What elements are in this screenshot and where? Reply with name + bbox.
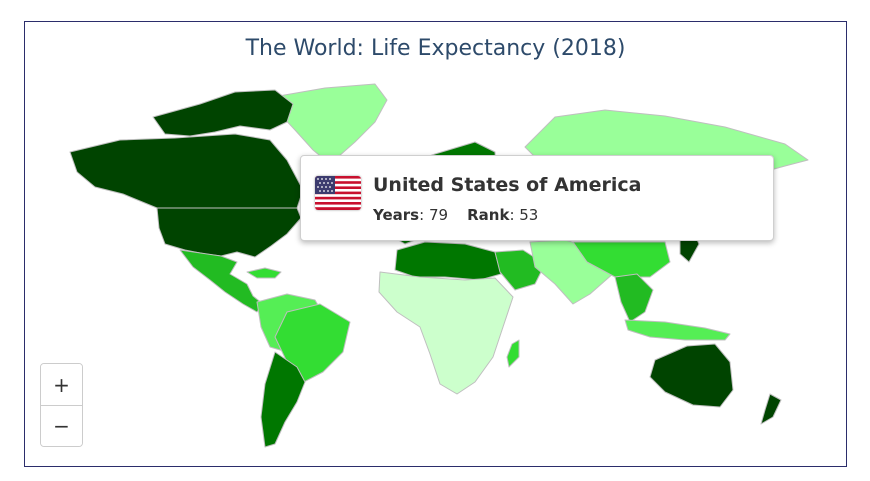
rank-label: Rank (467, 206, 510, 224)
region-brazil[interactable] (274, 303, 351, 385)
years-value: 79 (428, 206, 449, 224)
zoom-control: + − (40, 363, 83, 447)
region-new-zealand[interactable] (760, 393, 782, 425)
region-indonesia[interactable] (624, 319, 731, 341)
region-mexico[interactable] (179, 249, 264, 313)
map-container: The World: Life Expectancy (2018) (24, 21, 847, 467)
region-china[interactable] (572, 241, 671, 278)
region-greenland[interactable] (272, 83, 388, 165)
region-caribbean[interactable] (246, 267, 282, 279)
tooltip-stats: Years: 79 Rank: 53 (373, 206, 539, 224)
region-north-africa[interactable] (394, 241, 502, 281)
map-title: The World: Life Expectancy (2018) (245, 36, 626, 61)
tooltip-country-name: United States of America (373, 174, 642, 196)
region-canada-islands[interactable] (152, 89, 294, 137)
world-map[interactable] (25, 22, 847, 467)
region-argentina[interactable] (260, 351, 306, 448)
region-united-states[interactable] (156, 207, 302, 258)
region-canada[interactable] (69, 133, 304, 209)
zoom-out-button[interactable]: − (41, 405, 82, 446)
years-label: Years (373, 206, 420, 224)
region-australia[interactable] (649, 343, 734, 408)
region-arabia[interactable] (494, 249, 546, 291)
region-madagascar[interactable] (506, 339, 520, 368)
rank-value: 53 (519, 206, 539, 224)
region-africa[interactable] (378, 271, 514, 395)
region-southeast-asia[interactable] (614, 273, 654, 323)
zoom-in-button[interactable]: + (41, 364, 82, 405)
country-tooltip: United States of America Years: 79 Rank:… (300, 155, 774, 241)
us-flag-icon (315, 176, 361, 210)
